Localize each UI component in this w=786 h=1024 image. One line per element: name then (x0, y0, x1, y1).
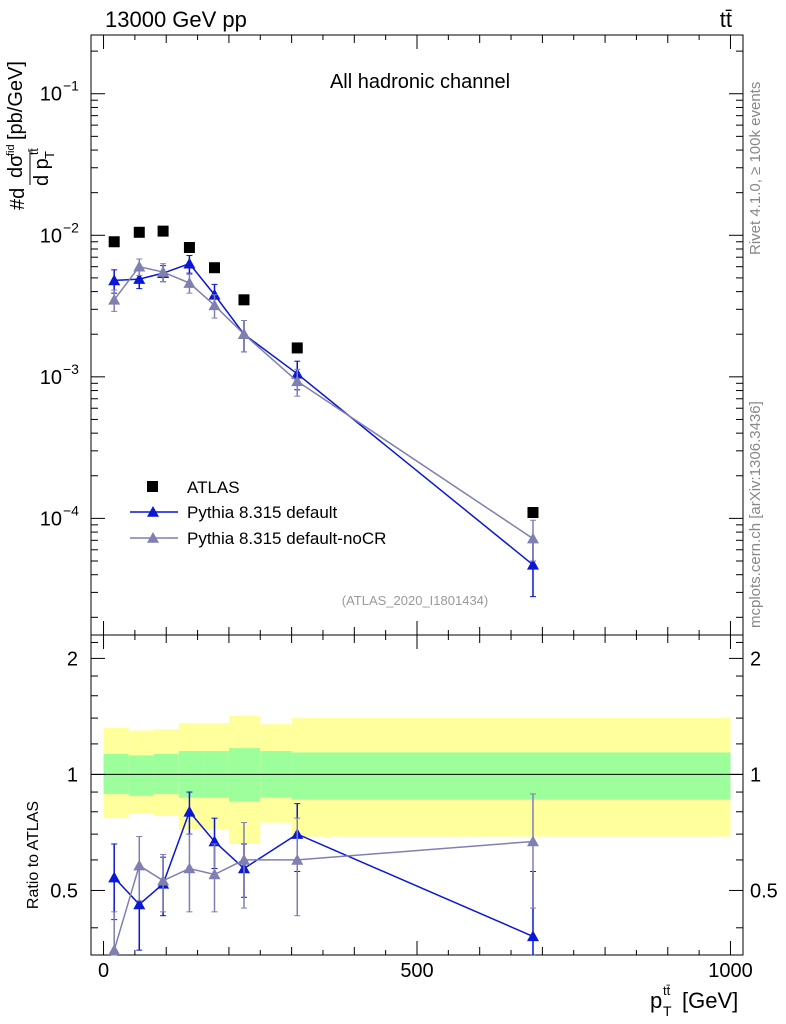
mc-data-point (208, 299, 221, 311)
ylabel-main-subscript: T (42, 151, 57, 159)
x-tick-label: 1000 (708, 960, 753, 982)
mc-data-point (108, 293, 121, 305)
ratio-line (113, 840, 534, 951)
ratio-y-tick-label: 0.5 (50, 880, 78, 902)
band-inner (291, 752, 336, 800)
ratio-y-tick-label-right: 2 (750, 648, 761, 670)
ratio-y-tick-label: 1 (67, 764, 78, 786)
ratio-point (183, 805, 196, 817)
y-tick-label: 10 (40, 508, 62, 530)
legend-label: Pythia 8.315 default-noCR (187, 529, 386, 548)
y-tick-label: 10 (40, 84, 62, 106)
legend-marker (147, 506, 159, 517)
ratio-point (208, 868, 221, 880)
mc-data-point (208, 288, 221, 300)
xlabel-p: p (650, 988, 662, 1013)
series-ratio (108, 791, 539, 956)
legend-label: Pythia 8.315 default (187, 503, 338, 522)
mcplots-label: mcplots.cern.ch [arXiv:1306.3436] (747, 401, 764, 628)
header-right: tt̄ (720, 7, 732, 32)
legend-marker-atlas (147, 481, 158, 492)
mc-line (114, 262, 534, 566)
ratio-line (113, 810, 534, 938)
ratio-point (108, 871, 121, 883)
atlas-data-point (157, 225, 169, 237)
y-tick-exponent: −1 (63, 78, 79, 94)
mc-line (113, 265, 534, 540)
atlas-data-point (238, 294, 250, 306)
legend-label: ATLAS (187, 478, 240, 497)
ratio-bands (103, 715, 731, 844)
y-tick-label: 10 (40, 225, 62, 247)
ratio-y-tick-label-right: 0.5 (750, 880, 778, 902)
ylabel-main-denominator: d p (31, 158, 53, 186)
mc-data-point (526, 558, 539, 570)
band-inner (128, 755, 154, 796)
header-left: 13000 GeV pp (105, 7, 247, 32)
atlas-data-point (183, 241, 195, 253)
legend: ATLAS Pythia 8.315 default Pythia 8.315 de… (130, 478, 386, 548)
ylabel-main-sup: fid (5, 144, 17, 156)
atlas-data-point (527, 507, 539, 519)
mc-data-point (183, 257, 196, 269)
analysis-id: (ATLAS_2020_I1801434) (342, 593, 488, 608)
ylabel-main-dsigma: dσ (5, 154, 27, 178)
y-tick-exponent: −2 (63, 219, 79, 235)
mc-data-point (237, 328, 250, 340)
xlabel: p Ttt̄ [GeV] (650, 983, 738, 1019)
mc-data-point (133, 260, 146, 272)
ylabel-main-units: [pb/GeV] (5, 61, 27, 140)
y-tick-exponent: −4 (63, 502, 79, 518)
x-tick-label: 0 (98, 960, 109, 982)
mc-data-point (183, 277, 196, 288)
ratio-point (157, 874, 170, 886)
rivet-label: Rivet 4.1.0, ≥ 100k events (747, 82, 764, 255)
atlas-data-point (209, 262, 221, 274)
y-tick-exponent: −3 (63, 361, 79, 377)
ylabel-main-superscript: tt̄ (27, 148, 41, 155)
ratio-point (291, 853, 304, 865)
ticks (91, 35, 743, 955)
atlas-data-point (291, 342, 303, 354)
mc-data-point (526, 532, 539, 544)
ylabel-ratio: Ratio to ATLAS (25, 801, 42, 909)
ylabel-main-numerator: #d (7, 188, 29, 210)
series-main (108, 225, 539, 598)
mc-data-point (291, 375, 304, 387)
ratio-point (133, 898, 146, 910)
mc-data-point (108, 274, 121, 286)
ratio-point (237, 853, 250, 865)
ratio-point (183, 862, 196, 874)
xlabel-superscript: tt̄ (663, 983, 671, 998)
atlas-data-point (133, 226, 145, 238)
legend-marker (147, 532, 159, 543)
mc-data-point (157, 266, 170, 277)
ratio-y-tick-label: 2 (67, 648, 78, 670)
band-inner (335, 752, 731, 800)
xlabel-subscript: T (663, 1003, 672, 1019)
y-tick-label: 10 (40, 367, 62, 389)
ratio-y-tick-label-right: 1 (750, 764, 761, 786)
x-tick-label: 500 (400, 960, 433, 982)
ratio-point (526, 835, 539, 847)
plot-title: All hadronic channel (330, 71, 510, 93)
ratio-point (108, 944, 121, 955)
ratio-point (526, 930, 539, 942)
xlabel-units: [GeV] (682, 988, 738, 1013)
mc-data-point (133, 273, 146, 284)
ratio-point (133, 859, 146, 871)
atlas-data-point (108, 236, 120, 248)
